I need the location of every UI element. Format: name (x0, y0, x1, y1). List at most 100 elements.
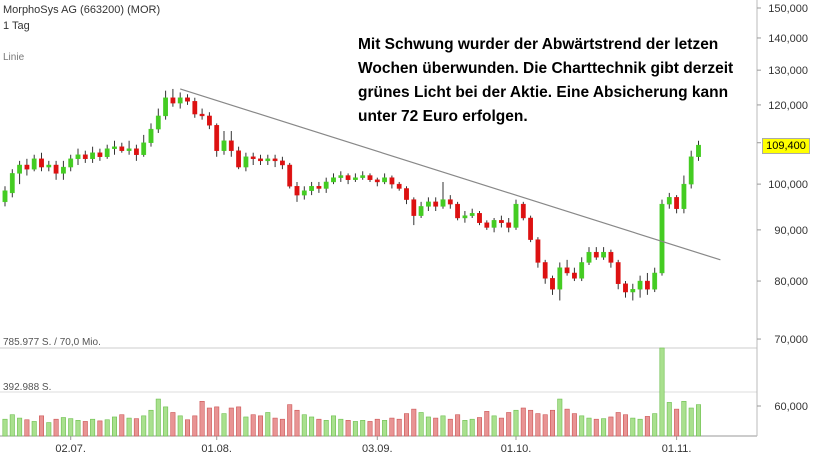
volume-bar (199, 400, 205, 437)
volume-max-label: 785.977 S. / 70,0 Mio. (3, 337, 101, 348)
volume-bar (228, 407, 234, 437)
candle-body (623, 283, 628, 293)
volume-bar (564, 408, 570, 437)
candle-body (637, 280, 643, 290)
candle-body (506, 222, 512, 228)
candle-body (148, 128, 154, 143)
x-tick-label: 01.08. (201, 443, 232, 455)
candle-body (272, 158, 278, 162)
candle-body (170, 97, 176, 104)
candle-body (2, 190, 8, 203)
x-axis: 02.07. 01.08. 03.09. 01.10. 01.11. (55, 436, 691, 455)
volume-bar (104, 419, 110, 437)
candle-body (250, 156, 256, 160)
y-tick-label: 90,000 (774, 225, 808, 237)
candle-body (141, 142, 147, 155)
volume-bar (192, 415, 198, 437)
volume-bar (506, 412, 512, 437)
volume-bar (571, 413, 577, 437)
candle-body (696, 144, 701, 157)
volume-bar (374, 418, 380, 437)
volume-bar (141, 415, 147, 437)
volume-bar (119, 414, 125, 437)
volume-bars (2, 347, 701, 437)
volume-bar (17, 417, 23, 437)
candle-body (367, 175, 373, 180)
volume-bar (520, 407, 526, 437)
x-tick-label: 01.10. (501, 443, 532, 455)
candle-body (455, 203, 460, 219)
candle-body (396, 183, 402, 189)
volume-bar (455, 414, 461, 437)
candle-body (542, 262, 548, 279)
volume-bar (31, 421, 37, 437)
candle-body (440, 199, 446, 207)
volume-bar (491, 415, 497, 437)
candle-body (221, 140, 227, 151)
volume-bar (345, 420, 351, 437)
candle-body (360, 175, 366, 178)
candle-body (301, 190, 307, 196)
volume-bar (579, 415, 585, 437)
volume-bar (498, 417, 504, 437)
volume-bar (75, 420, 81, 437)
downtrend-line (180, 88, 721, 261)
volume-bar (53, 418, 59, 437)
candle-body (557, 267, 563, 290)
volume-bar (674, 408, 680, 437)
volume-bar (250, 414, 256, 437)
candle-body (411, 199, 417, 216)
volume-bar (542, 414, 548, 437)
candle-body (53, 164, 59, 174)
candle-body (97, 152, 103, 157)
volume-bar (462, 420, 468, 437)
candle-body (615, 262, 621, 284)
chart-mode: Linie (3, 52, 25, 63)
candle-body (214, 125, 220, 151)
candle-body (331, 177, 336, 183)
volume-bar (601, 418, 607, 437)
candle-body (236, 150, 241, 168)
volume-bar (90, 418, 96, 437)
volume-mid-label: 392.988 S. (3, 382, 52, 393)
volume-bar (2, 418, 8, 437)
volume-bar (418, 412, 424, 437)
candle-body (608, 251, 614, 263)
volume-bar (513, 409, 519, 437)
volume-bar (170, 412, 176, 437)
candle-body (31, 158, 37, 170)
x-tick-label: 03.09. (362, 443, 393, 455)
volume-bar (688, 407, 694, 437)
volume-bar (484, 411, 490, 437)
volume-bar (97, 420, 103, 437)
candle-body (177, 97, 183, 104)
volume-bar (155, 398, 161, 437)
candle-body (17, 164, 22, 174)
candle-body (418, 206, 424, 216)
volume-bar (68, 418, 74, 437)
volume-bar (60, 417, 66, 437)
volume-bar (681, 400, 687, 437)
volume-bar (352, 421, 358, 437)
candle-body (426, 201, 431, 207)
candle-body (294, 186, 300, 196)
volume-bar (637, 418, 643, 437)
volume-bar (695, 404, 701, 437)
volume-bar (112, 416, 118, 437)
candle-body (579, 262, 585, 279)
candle-body (681, 183, 687, 209)
volume-bar (411, 408, 417, 437)
volume-bar (447, 418, 453, 437)
volume-bar (433, 417, 439, 437)
candle-body (564, 267, 570, 274)
y-tick-label: 140,000 (768, 33, 808, 45)
candle-body (550, 278, 555, 290)
volume-bar (615, 412, 621, 437)
candle-body (469, 213, 475, 216)
volume-bar (185, 419, 191, 437)
volume-bar (177, 415, 183, 437)
volume-bar (294, 409, 300, 437)
candle-body (323, 181, 329, 189)
candle-body (133, 148, 139, 155)
candle-body (24, 164, 30, 170)
